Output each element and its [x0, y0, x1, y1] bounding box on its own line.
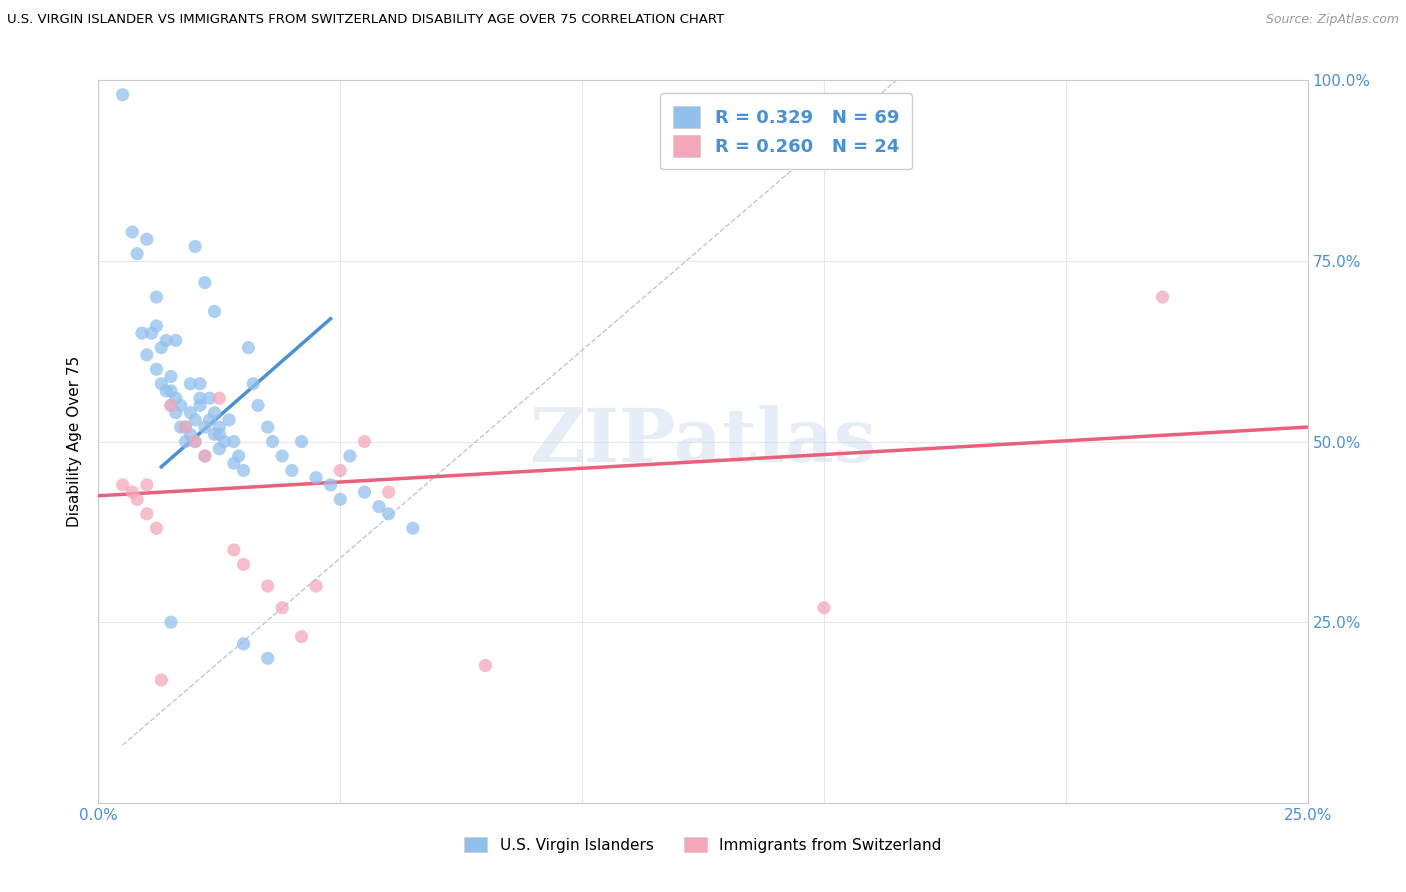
Point: [160, 369, 183, 384]
Point: [222, 434, 245, 449]
Point: [474, 658, 496, 673]
Point: [184, 434, 207, 449]
Legend: U.S. Virgin Islanders, Immigrants from Switzerland: U.S. Virgin Islanders, Immigrants from S…: [457, 829, 949, 860]
Point: [204, 406, 226, 420]
Point: [155, 334, 177, 348]
Point: [353, 485, 375, 500]
Point: [160, 398, 183, 412]
Point: [145, 290, 167, 304]
Point: [141, 326, 163, 340]
Point: [377, 485, 399, 500]
Point: [232, 637, 254, 651]
Point: [194, 449, 217, 463]
Point: [305, 470, 328, 484]
Point: [184, 434, 207, 449]
Point: [121, 225, 143, 239]
Point: [329, 492, 352, 507]
Point: [368, 500, 391, 514]
Point: [145, 521, 167, 535]
Point: [160, 615, 183, 630]
Point: [155, 384, 177, 398]
Point: [232, 558, 254, 572]
Point: [305, 579, 328, 593]
Point: [135, 232, 157, 246]
Text: U.S. VIRGIN ISLANDER VS IMMIGRANTS FROM SWITZERLAND DISABILITY AGE OVER 75 CORRE: U.S. VIRGIN ISLANDER VS IMMIGRANTS FROM …: [7, 13, 724, 27]
Point: [218, 413, 240, 427]
Point: [169, 398, 191, 412]
Point: [179, 427, 201, 442]
Point: [198, 391, 221, 405]
Point: [127, 492, 149, 507]
Point: [165, 334, 187, 348]
Point: [135, 478, 157, 492]
Point: [150, 673, 173, 687]
Point: [188, 376, 211, 391]
Point: [179, 376, 201, 391]
Point: [208, 442, 231, 456]
Point: [194, 449, 217, 463]
Point: [194, 276, 217, 290]
Point: [160, 384, 183, 398]
Text: Source: ZipAtlas.com: Source: ZipAtlas.com: [1265, 13, 1399, 27]
Point: [377, 507, 399, 521]
Point: [145, 362, 167, 376]
Point: [290, 630, 312, 644]
Point: [256, 651, 278, 665]
Point: [169, 420, 191, 434]
Point: [174, 420, 197, 434]
Point: [135, 348, 157, 362]
Point: [121, 485, 143, 500]
Point: [813, 600, 835, 615]
Point: [247, 398, 270, 412]
Point: [262, 434, 284, 449]
Point: [194, 420, 217, 434]
Point: [271, 449, 294, 463]
Point: [242, 376, 264, 391]
Point: [232, 463, 254, 477]
Point: [179, 406, 201, 420]
Point: [131, 326, 153, 340]
Point: [160, 398, 183, 412]
Point: [135, 507, 157, 521]
Point: [204, 304, 226, 318]
Point: [271, 600, 294, 615]
Point: [222, 456, 245, 470]
Point: [111, 87, 134, 102]
Point: [174, 434, 197, 449]
Point: [339, 449, 361, 463]
Point: [212, 434, 235, 449]
Point: [127, 246, 149, 260]
Point: [208, 391, 231, 405]
Point: [281, 463, 304, 477]
Point: [204, 427, 226, 442]
Text: ZIPatlas: ZIPatlas: [530, 405, 876, 478]
Point: [111, 478, 134, 492]
Point: [184, 413, 207, 427]
Point: [150, 341, 173, 355]
Point: [188, 398, 211, 412]
Point: [222, 542, 245, 557]
Y-axis label: Disability Age Over 75: Disability Age Over 75: [67, 356, 83, 527]
Point: [165, 406, 187, 420]
Point: [329, 463, 352, 477]
Point: [319, 478, 342, 492]
Point: [353, 434, 375, 449]
Point: [188, 391, 211, 405]
Point: [208, 420, 231, 434]
Point: [238, 341, 260, 355]
Point: [256, 420, 278, 434]
Point: [1152, 290, 1174, 304]
Point: [198, 413, 221, 427]
Point: [208, 427, 231, 442]
Point: [290, 434, 312, 449]
Point: [402, 521, 425, 535]
Point: [256, 579, 278, 593]
Point: [184, 239, 207, 253]
Point: [228, 449, 250, 463]
Point: [150, 376, 173, 391]
Point: [165, 391, 187, 405]
Point: [145, 318, 167, 333]
Point: [174, 420, 197, 434]
